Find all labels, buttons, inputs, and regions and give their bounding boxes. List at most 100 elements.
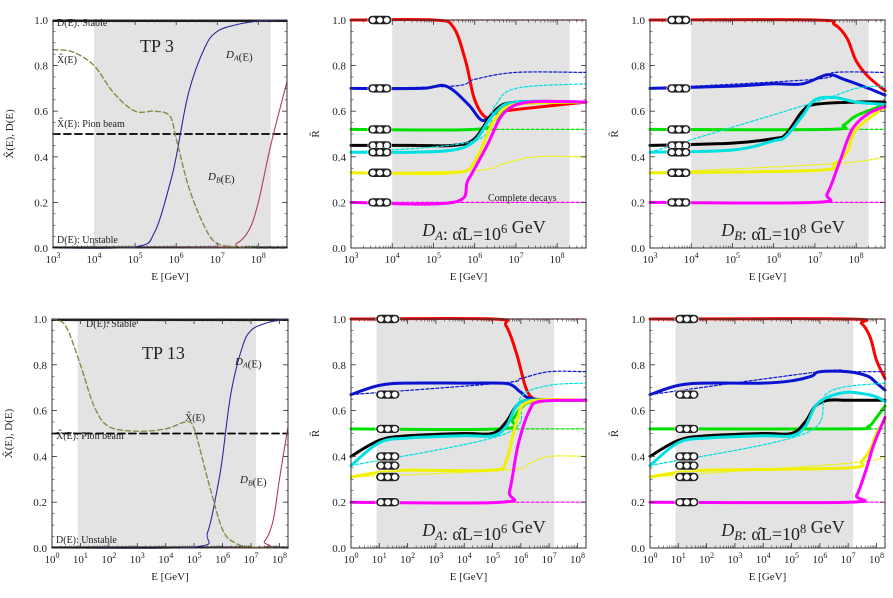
composition-marker-dot (369, 16, 377, 24)
series-line (648, 95, 887, 154)
chart-panel-bottom-right: 0.0 0.2 0.4 0.6 0.8 1.0 100 101 102 103 104 105 106 1… (608, 314, 887, 583)
composition-marker-dot (675, 198, 683, 206)
panel-title: DA: α̂L=106 GeV (421, 217, 546, 244)
composition-marker-dot (391, 452, 399, 460)
composition-marker-dot (690, 452, 698, 460)
x-tick-label: 107 (841, 551, 856, 566)
composition-marker (375, 389, 401, 400)
composition-marker-dot (668, 84, 676, 92)
x-tick-label: 108 (272, 551, 287, 566)
composition-marker-dot (391, 315, 399, 323)
composition-marker-dot (668, 16, 676, 24)
chart-panel-top-middle: 0.0 0.2 0.4 0.6 0.8 1.0 103 104 105 106 107 108 E [G… (309, 15, 588, 283)
y-tick-label: 0.8 (33, 360, 47, 372)
x-axis-label: E [GeV] (151, 271, 189, 283)
composition-marker (674, 497, 700, 508)
y-tick-label: 0.0 (332, 243, 346, 255)
x-tick-label: 100 (45, 551, 60, 566)
y-tick-label: 0.6 (332, 406, 346, 418)
x-tick-label: 103 (344, 251, 359, 266)
y-tick-label: 0.0 (332, 543, 346, 555)
series-line (648, 105, 887, 175)
y-tick-label: 0.4 (631, 451, 645, 463)
x-tick-label: 103 (428, 551, 443, 566)
composition-marker (367, 167, 393, 178)
y-tick-label: 1.0 (332, 314, 346, 326)
composition-marker-dot (690, 462, 698, 470)
y-axis-label: R̂ (309, 429, 322, 437)
x-tick-label: 103 (130, 551, 145, 566)
panel-title: TP 13 (142, 343, 185, 363)
y-tick-label: 0.2 (332, 497, 346, 509)
annotation-label: X̂(E) (185, 411, 205, 424)
y-tick-label: 1.0 (34, 15, 48, 27)
composition-marker (375, 424, 401, 434)
annotation-label: D(E): Stable (86, 319, 137, 330)
chart-panel-bottom-left: 0.0 0.2 0.4 0.6 0.8 1.0 100 101 102 103 104 105 106 1… (2, 314, 289, 583)
composition-marker-dot (675, 169, 683, 177)
y-tick-label: 0.0 (631, 543, 645, 555)
y-tick-label: 0.0 (631, 243, 645, 255)
composition-marker-dot (369, 169, 377, 177)
composition-marker-dot (384, 498, 392, 506)
x-axis-label: E [GeV] (749, 271, 787, 283)
composition-marker (367, 147, 393, 158)
composition-marker-dot (668, 169, 676, 177)
composition-marker-dot (376, 125, 384, 133)
series-line (350, 83, 587, 153)
x-tick-label: 107 (210, 251, 225, 266)
annotation-label: DB(E) (239, 474, 267, 488)
composition-marker-dot (376, 16, 384, 24)
x-tick-label: 105 (485, 551, 500, 566)
x-tick-label: 100 (344, 551, 359, 566)
composition-marker (375, 460, 401, 471)
series-line (349, 99, 588, 154)
composition-marker-dot (690, 473, 698, 481)
x-tick-label: 103 (46, 251, 61, 266)
composition-marker (674, 472, 700, 482)
composition-marker (674, 460, 700, 471)
composition-marker-dot (683, 498, 691, 506)
series-line (648, 105, 887, 205)
x-tick-label: 106 (467, 251, 482, 266)
x-tick-label: 104 (457, 551, 472, 566)
composition-marker-dot (683, 315, 691, 323)
composition-marker-dot (682, 84, 690, 92)
series-line (52, 48, 288, 249)
x-axis-label: E [GeV] (749, 571, 787, 583)
composition-marker-dot (377, 498, 385, 506)
y-tick-label: 0.4 (34, 152, 48, 164)
composition-marker-dot (683, 425, 691, 433)
y-tick-label: 0.4 (33, 451, 47, 463)
panel-title: TP 3 (140, 36, 174, 56)
x-tick-label: 107 (807, 251, 822, 266)
series-line (350, 455, 587, 478)
panel-title: DB: α̂L=108 GeV (720, 517, 845, 544)
y-tick-label: 0.0 (33, 543, 47, 555)
y-tick-label: 0.8 (631, 61, 645, 73)
composition-marker-dot (668, 148, 676, 156)
composition-marker-dot (675, 148, 683, 156)
annotation-label: D(E): Unstable (57, 235, 118, 246)
x-axis-label: E [GeV] (151, 571, 189, 583)
composition-marker-dot (391, 391, 399, 399)
composition-marker (666, 15, 692, 25)
composition-marker (367, 124, 393, 135)
annotation-label: D(E): Unstable (56, 535, 117, 546)
y-axis-label: R̂ (309, 130, 322, 138)
composition-marker (375, 314, 401, 324)
series-line (349, 398, 588, 468)
annotation-label: DA(E) (234, 356, 262, 370)
x-tick-label: 101 (372, 551, 387, 566)
y-tick-label: 0.8 (631, 360, 645, 372)
composition-marker-dot (376, 148, 384, 156)
x-tick-label: 102 (400, 551, 415, 566)
annotation-label: DA(E) (225, 49, 253, 63)
x-tick-label: 105 (187, 551, 202, 566)
composition-marker-dot (668, 198, 676, 206)
composition-marker-dot (384, 473, 392, 481)
annotation-label: Complete decays (488, 193, 557, 204)
x-tick-label: 100 (643, 551, 658, 566)
x-tick-label: 105 (784, 551, 799, 566)
x-tick-label: 108 (849, 251, 864, 266)
